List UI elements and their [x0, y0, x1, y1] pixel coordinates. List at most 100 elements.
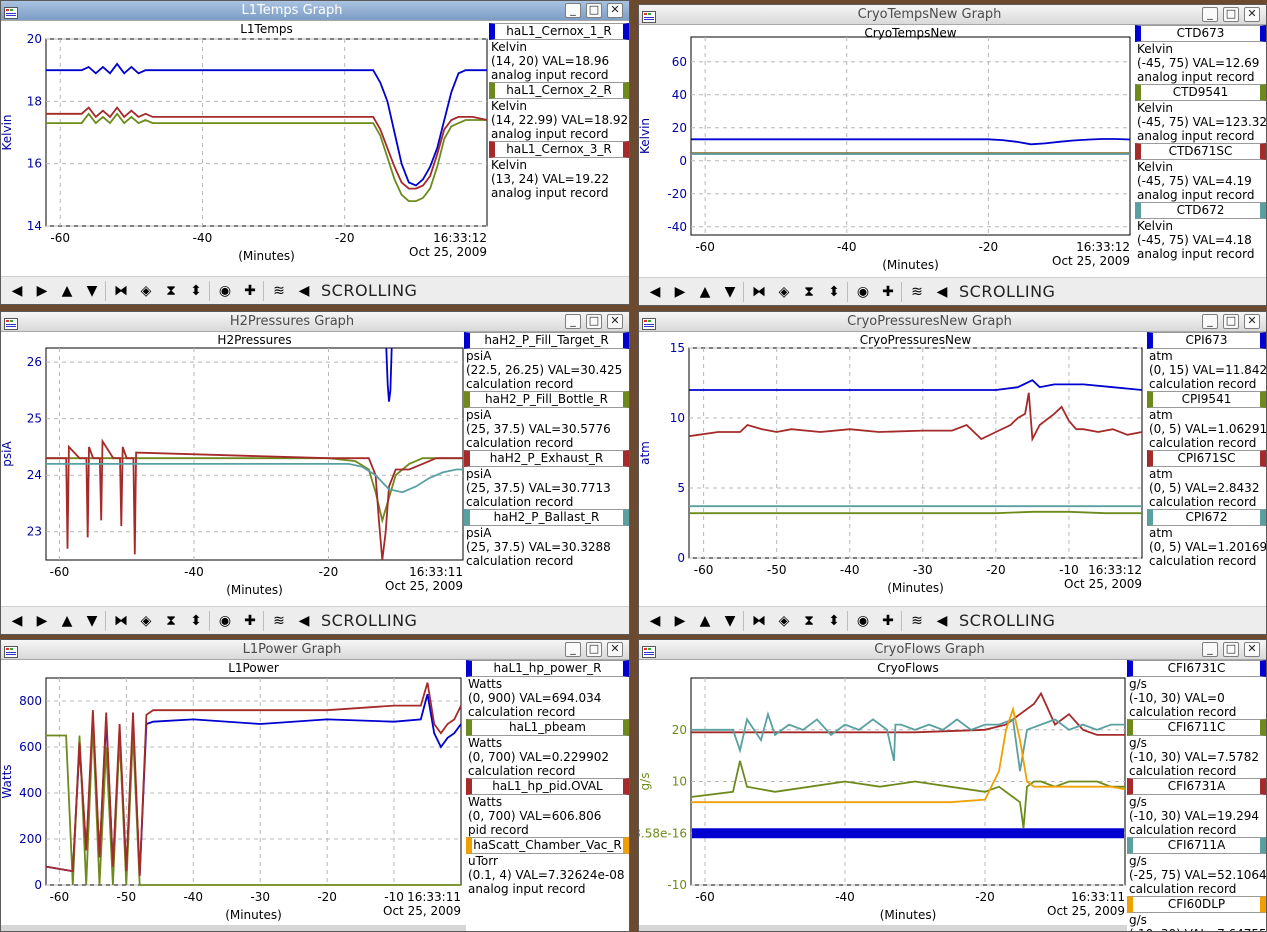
scroll-down-icon[interactable]: ▼: [724, 613, 736, 629]
zoom-in-x-icon[interactable]: ⧓: [114, 283, 128, 299]
legend-item[interactable]: CFI6731C g/s (-10, 30) VAL=0 calculation re…: [1127, 660, 1266, 719]
close-button[interactable]: ✕: [1244, 7, 1260, 22]
legend-series-name[interactable]: haH2_P_Fill_Target_R: [464, 332, 629, 349]
scroll-up-icon[interactable]: ▲: [61, 613, 73, 629]
legend-series-name[interactable]: haL1_hp_power_R: [466, 660, 629, 677]
minimize-button[interactable]: _: [565, 314, 581, 329]
scroll-up-icon[interactable]: ▲: [699, 613, 711, 629]
legend-item[interactable]: CTD9541 Kelvin (-45, 75) VAL=123.32 analog …: [1135, 84, 1266, 143]
zoom-in-x-icon[interactable]: ⧓: [752, 613, 766, 629]
scroll-left-icon[interactable]: ◀: [649, 284, 661, 300]
legend-item[interactable]: CFI6711C g/s (-10, 30) VAL=7.5782 calculati…: [1127, 719, 1266, 778]
back-icon[interactable]: ◀: [936, 613, 948, 629]
window-titlebar[interactable]: CryoTempsNew Graph _ □ ✕: [639, 5, 1266, 25]
legend-item[interactable]: haH2_P_Fill_Bottle_R psiA (25, 37.5) VAL=3…: [464, 391, 629, 450]
maximize-button[interactable]: □: [586, 314, 602, 329]
legend-series-name[interactable]: CTD672: [1135, 202, 1266, 219]
legend-series-name[interactable]: CPI673: [1147, 332, 1266, 349]
zoom-out-y-icon[interactable]: ⬍: [190, 283, 202, 299]
legend-series-name[interactable]: CFI6711C: [1127, 719, 1266, 736]
legend-item[interactable]: haL1_Cernox_3_R Kelvin (13, 24) VAL=19.22 a…: [489, 141, 629, 200]
window-titlebar[interactable]: L1Power Graph _ □ ✕: [1, 640, 629, 660]
zoom-in-x-icon[interactable]: ⧓: [752, 284, 766, 300]
zoom-in-y-icon[interactable]: ⧗: [166, 283, 176, 299]
window-titlebar[interactable]: L1Temps Graph _ □ ✕: [1, 1, 629, 21]
back-icon[interactable]: ◀: [298, 283, 310, 299]
scroll-down-icon[interactable]: ▼: [724, 284, 736, 300]
graph-window[interactable]: CryoPressuresNew Graph _ □ ✕ -60 -50 -40 -30 -20…: [638, 311, 1267, 635]
graph-window[interactable]: H2Pressures Graph _ □ ✕ -60 -40 -20 23 24 25 26 H2P…: [0, 311, 630, 635]
legend-item[interactable]: haL1_pbeam Watts (0, 700) VAL=0.229902 calc…: [466, 719, 629, 778]
legend-item[interactable]: CTD671SC Kelvin (-45, 75) VAL=4.19 analog i…: [1135, 143, 1266, 202]
close-button[interactable]: ✕: [607, 642, 623, 657]
autoscale-icon[interactable]: ≋: [911, 284, 923, 300]
legend-series-name[interactable]: haH2_P_Ballast_R: [464, 509, 629, 526]
legend-series-name[interactable]: CTD671SC: [1135, 143, 1266, 160]
legend-series-name[interactable]: haH2_P_Exhaust_R: [464, 450, 629, 467]
maximize-button[interactable]: □: [586, 642, 602, 657]
zoom-out-y-icon[interactable]: ⬍: [190, 613, 202, 629]
legend-item[interactable]: CPI671SC atm (0, 5) VAL=2.8432 calculation …: [1147, 450, 1266, 509]
horizontal-scrollbar[interactable]: [1, 925, 466, 931]
zoom-out-x-icon[interactable]: ◈: [140, 613, 152, 629]
back-icon[interactable]: ◀: [298, 613, 310, 629]
minimize-button[interactable]: _: [565, 642, 581, 657]
legend-series-name[interactable]: haL1_Cernox_2_R: [489, 82, 629, 99]
zoom-in-y-icon[interactable]: ⧗: [804, 613, 814, 629]
autoscale-icon[interactable]: ≋: [911, 613, 923, 629]
legend-item[interactable]: CTD672 Kelvin (-45, 75) VAL=4.18 analog inp…: [1135, 202, 1266, 261]
legend-series-name[interactable]: CFI60DLP: [1127, 896, 1266, 913]
add-icon[interactable]: ✚: [882, 284, 894, 300]
reset-icon[interactable]: ◉: [856, 613, 870, 629]
horizontal-scrollbar[interactable]: [639, 925, 1127, 931]
legend-item[interactable]: CFI6711A g/s (-25, 75) VAL=52.1064 calculat…: [1127, 837, 1266, 896]
legend-series-name[interactable]: CFI6711A: [1127, 837, 1266, 854]
zoom-out-y-icon[interactable]: ⬍: [828, 613, 840, 629]
legend-item[interactable]: CPI9541 atm (0, 5) VAL=1.06291 calculation …: [1147, 391, 1266, 450]
zoom-in-y-icon[interactable]: ⧗: [166, 613, 176, 629]
reset-icon[interactable]: ◉: [218, 613, 232, 629]
graph-window[interactable]: CryoTempsNew Graph _ □ ✕ -60 -40 -20 -40 -20 0 20 4…: [638, 4, 1267, 306]
legend-series-name[interactable]: haL1_Cernox_1_R: [489, 23, 629, 40]
legend-series-name[interactable]: CPI672: [1147, 509, 1266, 526]
minimize-button[interactable]: _: [565, 3, 581, 18]
maximize-button[interactable]: □: [1223, 642, 1239, 657]
scroll-down-icon[interactable]: ▼: [86, 283, 98, 299]
legend-series-name[interactable]: haScatt_Chamber_Vac_R: [466, 837, 629, 854]
legend-series-name[interactable]: haL1_Cernox_3_R: [489, 141, 629, 158]
close-button[interactable]: ✕: [1244, 642, 1260, 657]
legend-series-name[interactable]: haH2_P_Fill_Bottle_R: [464, 391, 629, 408]
legend-series-name[interactable]: CPI9541: [1147, 391, 1266, 408]
legend-series-name[interactable]: haL1_pbeam: [466, 719, 629, 736]
close-button[interactable]: ✕: [607, 314, 623, 329]
legend-item[interactable]: haH2_P_Exhaust_R psiA (25, 37.5) VAL=30.77…: [464, 450, 629, 509]
maximize-button[interactable]: □: [1223, 314, 1239, 329]
scroll-up-icon[interactable]: ▲: [61, 283, 73, 299]
zoom-out-x-icon[interactable]: ◈: [140, 283, 152, 299]
legend-item[interactable]: haL1_hp_pid.OVAL Watts (0, 700) VAL=606.80…: [466, 778, 629, 837]
scroll-left-icon[interactable]: ◀: [11, 283, 23, 299]
legend-item[interactable]: CFI6731A g/s (-10, 30) VAL=19.294 calculati…: [1127, 778, 1266, 837]
graph-window[interactable]: L1Power Graph _ □ ✕ -60 -50 -40 -30 -20 -10 0 200 40…: [0, 639, 630, 932]
legend-series-name[interactable]: CTD673: [1135, 25, 1266, 42]
maximize-button[interactable]: □: [586, 3, 602, 18]
window-titlebar[interactable]: H2Pressures Graph _ □ ✕: [1, 312, 629, 332]
legend-item[interactable]: haL1_hp_power_R Watts (0, 900) VAL=694.034…: [466, 660, 629, 719]
zoom-in-y-icon[interactable]: ⧗: [804, 284, 814, 300]
add-icon[interactable]: ✚: [882, 613, 894, 629]
add-icon[interactable]: ✚: [244, 613, 256, 629]
minimize-button[interactable]: _: [1202, 642, 1218, 657]
window-titlebar[interactable]: CryoFlows Graph _ □ ✕: [639, 640, 1266, 660]
close-button[interactable]: ✕: [1244, 314, 1260, 329]
legend-series-name[interactable]: CTD9541: [1135, 84, 1266, 101]
scroll-right-icon[interactable]: ▶: [674, 613, 686, 629]
legend-item[interactable]: haH2_P_Ballast_R psiA (25, 37.5) VAL=30.32…: [464, 509, 629, 568]
scroll-right-icon[interactable]: ▶: [674, 284, 686, 300]
zoom-out-x-icon[interactable]: ◈: [778, 613, 790, 629]
minimize-button[interactable]: _: [1202, 314, 1218, 329]
legend-item[interactable]: haL1_Cernox_1_R Kelvin (14, 20) VAL=18.96 a…: [489, 23, 629, 82]
legend-item[interactable]: CPI673 atm (0, 15) VAL=11.8421 calculation …: [1147, 332, 1266, 391]
minimize-button[interactable]: _: [1202, 7, 1218, 22]
scroll-left-icon[interactable]: ◀: [649, 613, 661, 629]
